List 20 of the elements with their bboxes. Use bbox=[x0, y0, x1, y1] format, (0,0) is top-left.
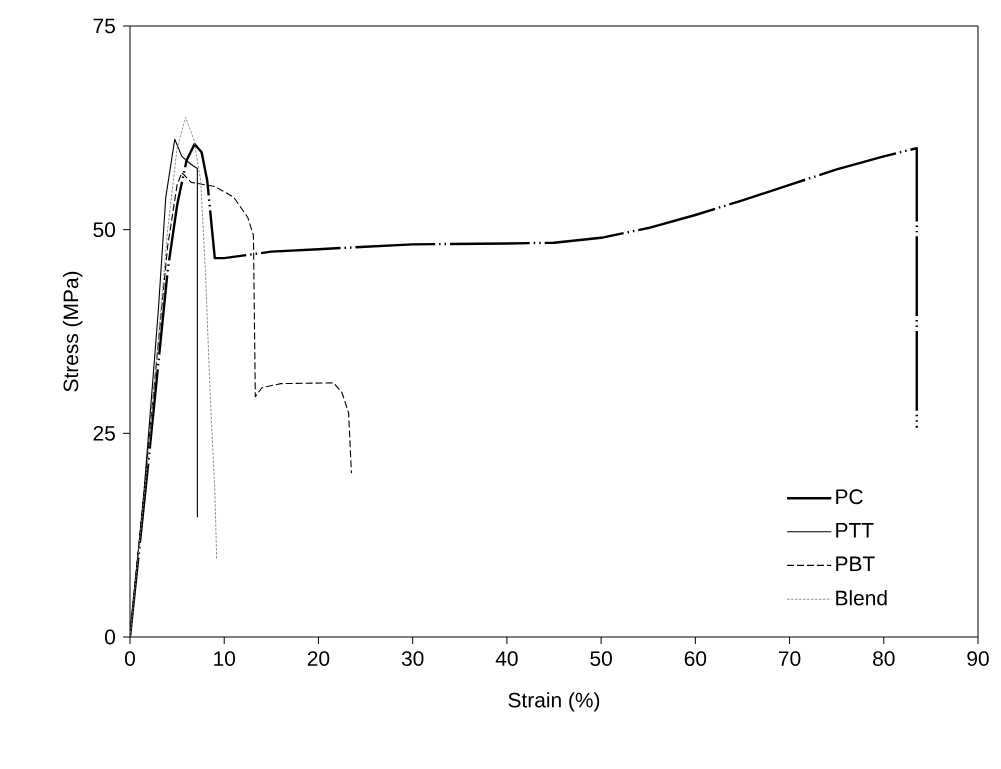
x-tick-label: 50 bbox=[590, 651, 612, 666]
y-axis-title: Stress (MPa) bbox=[62, 271, 83, 392]
y-tick-label: 75 bbox=[93, 18, 115, 34]
y-tick-label: 0 bbox=[105, 629, 115, 645]
x-tick-label: 60 bbox=[684, 651, 707, 666]
y-tick-label: 50 bbox=[93, 222, 115, 238]
x-tick-label: 80 bbox=[873, 651, 895, 666]
x-tick-label: 40 bbox=[495, 651, 518, 666]
x-tick-label: 0 bbox=[124, 651, 135, 666]
legend-label: PC bbox=[836, 489, 863, 505]
legend-label: PTT bbox=[836, 523, 874, 538]
x-tick-label: 70 bbox=[779, 651, 801, 666]
x-tick-label: 30 bbox=[401, 651, 424, 666]
x-tick-label: 10 bbox=[214, 651, 236, 666]
x-tick-label: 90 bbox=[967, 651, 989, 666]
y-tick-label: 25 bbox=[93, 425, 115, 441]
legend-label: Blend bbox=[836, 590, 887, 606]
x-tick-label: 20 bbox=[307, 651, 330, 666]
x-axis-title: Strain (%) bbox=[508, 692, 600, 712]
legend-label: PBT bbox=[836, 556, 875, 571]
